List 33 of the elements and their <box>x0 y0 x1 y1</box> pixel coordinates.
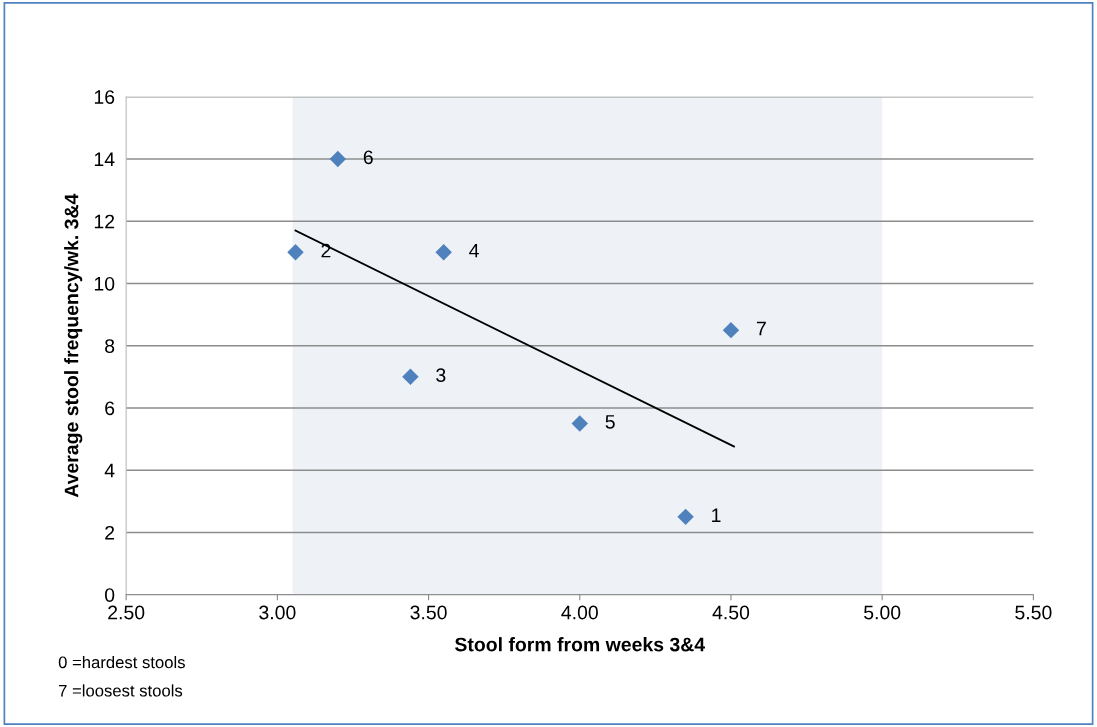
annotation: 7 <box>756 321 766 336</box>
text: 0 =hardest stools <box>58 655 185 669</box>
y-tick-label: 16 <box>94 90 115 104</box>
point <box>287 244 304 261</box>
y-tick-label: 4 <box>104 463 115 478</box>
point <box>435 244 452 261</box>
point <box>402 368 419 386</box>
x-tick-label: 2.50 <box>108 605 145 620</box>
point <box>677 508 694 526</box>
y-tick-label: 14 <box>94 152 115 166</box>
y-axis-title: Average stool frequency/wk. 3&4 <box>64 193 83 498</box>
point <box>722 321 740 339</box>
point <box>329 150 347 168</box>
x-tick-label: 3.00 <box>259 605 296 620</box>
x-tick-label: 4.50 <box>712 605 750 620</box>
y-tick-label: 8 <box>105 339 115 353</box>
y-tick-label: 10 <box>94 276 115 291</box>
y-tick-label: 0 <box>104 588 115 602</box>
text: 7 =loosest stools <box>59 684 183 697</box>
x-tick-label: 4.00 <box>561 605 598 620</box>
annotation: 3 <box>436 368 446 383</box>
y-tick-label: 6 <box>105 401 115 416</box>
point <box>571 415 588 432</box>
y-tick-label: 12 <box>94 214 115 229</box>
y-tick-label: 2 <box>105 525 115 540</box>
annotation: 5 <box>605 415 615 429</box>
x-axis-title: Stool form from weeks 3&4 <box>454 637 705 652</box>
annotation: 1 <box>712 508 721 522</box>
annotation: 4 <box>469 243 479 258</box>
x-tick-label: 5.00 <box>864 605 901 620</box>
x-tick-label: 3.50 <box>410 605 447 620</box>
x-tick-label: 5.50 <box>1015 605 1052 620</box>
annotation: 6 <box>363 150 373 165</box>
